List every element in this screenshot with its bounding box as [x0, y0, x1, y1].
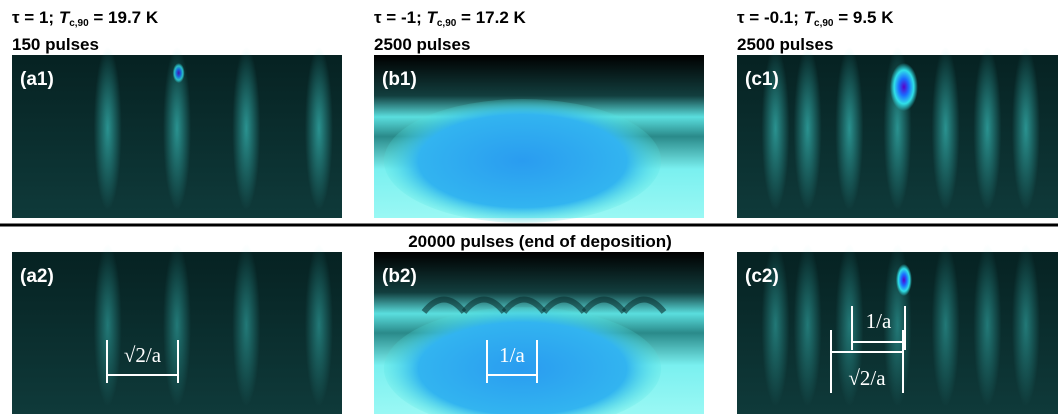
panel-header: τ = -1; Tc,90 = 17.2 K	[374, 8, 527, 29]
header-prefix: τ = -0.1;	[737, 8, 804, 27]
streak	[232, 47, 260, 210]
middle-caption: 20000 pulses (end of deposition)	[408, 232, 672, 251]
scale-bar-label: 1/a	[499, 343, 525, 367]
rheed-image	[737, 47, 1058, 218]
panel-label: (a1)	[20, 69, 54, 90]
streak	[794, 244, 822, 406]
rheed-image	[737, 244, 1058, 414]
header-prefix: τ = 1;	[12, 8, 59, 27]
streak	[835, 47, 863, 210]
panel-label: (a2)	[20, 266, 54, 287]
figure: τ = 1; Tc,90 = 19.7 K 150 pulses (a1) τ = -…	[0, 0, 1058, 414]
intensity-blob	[384, 99, 661, 223]
streak	[932, 47, 960, 210]
rheed-image	[12, 244, 342, 414]
panel-header: τ = 1; Tc,90 = 19.7 K	[12, 8, 159, 29]
header-subscript: c,90	[437, 18, 457, 29]
panel-label: (c2)	[745, 266, 779, 287]
specular-spot	[890, 63, 918, 111]
streak	[1012, 47, 1040, 210]
streak	[973, 47, 1001, 210]
specular-spot	[173, 63, 185, 83]
streak	[1012, 244, 1040, 406]
pulse-count: 2500 pulses	[374, 35, 470, 54]
specular-spot	[896, 264, 912, 296]
streak	[305, 47, 333, 210]
header-prefix: τ = -1;	[374, 8, 426, 27]
panel-label: (b1)	[382, 69, 417, 90]
header-suffix: = 19.7 K	[89, 8, 159, 27]
streak	[973, 244, 1001, 406]
header-suffix: = 9.5 K	[834, 8, 895, 27]
rheed-image	[374, 252, 704, 414]
scale-bar-label: 1/a	[866, 309, 892, 333]
header-subscript: c,90	[814, 18, 834, 29]
streak	[794, 47, 822, 210]
streak	[932, 244, 960, 406]
header-suffix: = 17.2 K	[456, 8, 526, 27]
header-subscript: c,90	[69, 18, 89, 29]
rheed-image	[12, 47, 342, 218]
panel-label: (b2)	[382, 266, 417, 287]
rheed-image	[374, 55, 704, 223]
streak	[94, 47, 122, 210]
panel-label: (c1)	[745, 69, 779, 90]
pulse-count: 2500 pulses	[737, 35, 833, 54]
scale-bar-label: √2/a	[848, 366, 886, 390]
scale-bar-label: √2/a	[124, 343, 162, 367]
streak	[232, 244, 260, 406]
panel-header: τ = -0.1; Tc,90 = 9.5 K	[737, 8, 894, 29]
pulse-count: 150 pulses	[12, 35, 99, 54]
streak	[305, 244, 333, 406]
